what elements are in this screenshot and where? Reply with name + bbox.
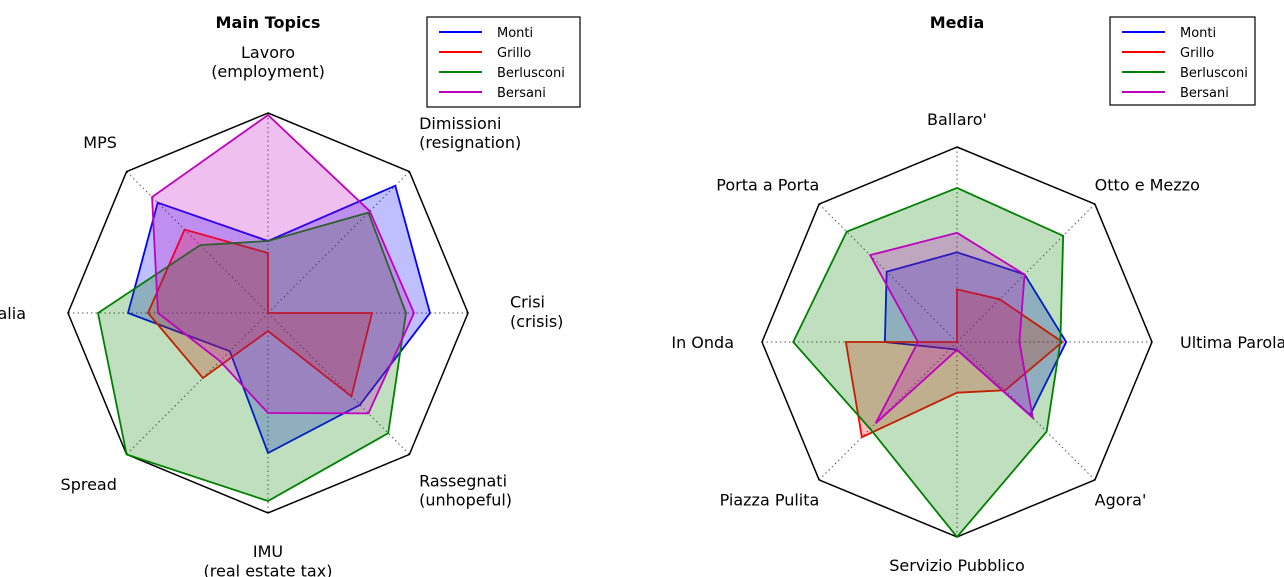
chart-title: Media [930, 13, 985, 32]
legend-label: Monti [1180, 26, 1216, 41]
legend-label: Bersani [497, 86, 546, 101]
outer-frame [67, 112, 469, 514]
spoke [956, 203, 1096, 343]
spoke [818, 341, 958, 481]
category-label: Dimissioni (resignation) [419, 114, 521, 152]
category-label: MPS [83, 133, 117, 152]
category-label: Agora' [1095, 491, 1147, 510]
category-label: Ultima Parola [1180, 333, 1284, 352]
chart-title: Main Topics [216, 13, 321, 32]
category-label: Piazza Pulita [720, 491, 820, 510]
spoke [267, 312, 410, 455]
legend-label: Berlusconi [1180, 66, 1248, 81]
series-area [96, 211, 407, 502]
category-label: Servizio Pubblico [889, 556, 1025, 575]
category-label: Rassegnati (unhopeful) [419, 471, 512, 509]
series-area [868, 231, 1035, 425]
spoke [956, 341, 1096, 481]
category-label: Italia [0, 304, 26, 323]
series-area [792, 186, 1065, 539]
spoke [126, 171, 269, 314]
legend-label: Berlusconi [497, 66, 565, 81]
legend-label: Bersani [1180, 86, 1229, 101]
spoke [267, 171, 410, 314]
legend-label: Grillo [1180, 46, 1214, 61]
category-label: Porta a Porta [716, 175, 819, 194]
category-label: Ballaro' [927, 110, 987, 129]
legend-label: Monti [497, 26, 533, 41]
spoke [818, 203, 958, 343]
spoke [126, 312, 269, 455]
series-area [151, 113, 415, 415]
category-label: In Onda [671, 333, 734, 352]
category-label: Otto e Mezzo [1095, 175, 1200, 194]
series-area [146, 228, 374, 399]
category-label: Lavoro (employment) [211, 43, 325, 81]
category-label: Crisi (crisis) [510, 293, 563, 331]
category-label: IMU (real estate tax) [204, 542, 333, 577]
category-label: Spread [61, 475, 117, 494]
legend-label: Grillo [497, 46, 531, 61]
